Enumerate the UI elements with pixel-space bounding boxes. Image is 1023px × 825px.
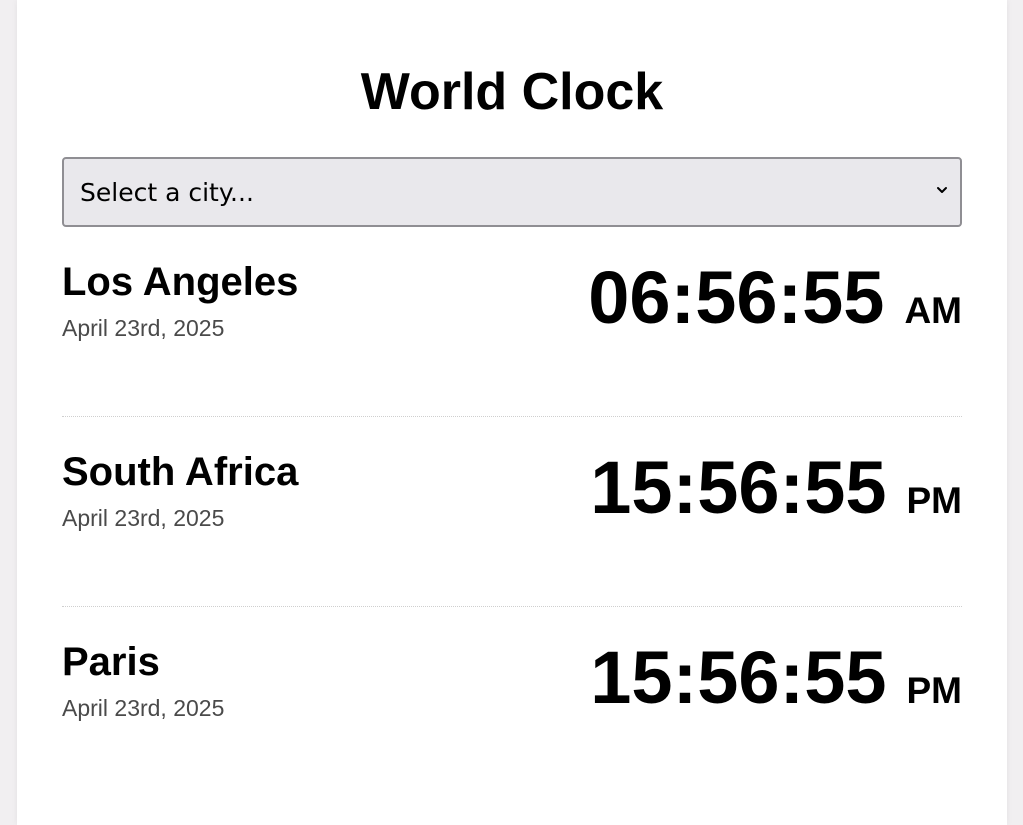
city-time-period: AM [904, 290, 962, 331]
city-time-group: 15:56:55 PM [590, 451, 962, 525]
world-clock-card: World Clock Select a city... Los Angeles… [17, 0, 1007, 825]
city-date: April 23rd, 2025 [62, 505, 225, 531]
city-time-group: 15:56:55 PM [590, 641, 962, 715]
chevron-down-icon [937, 187, 947, 193]
page-title: World Clock [360, 63, 664, 121]
city-date: April 23rd, 2025 [62, 315, 225, 341]
city-row-paris: Paris April 23rd, 2025 15:56:55 PM [62, 607, 962, 797]
row-divider [62, 416, 962, 417]
city-date: April 23rd, 2025 [62, 695, 225, 721]
city-time-group: 06:56:55 AM [588, 261, 962, 335]
row-divider [62, 606, 962, 607]
city-select-value: Select a city... [80, 178, 254, 207]
city-row-south-africa: South Africa April 23rd, 2025 15:56:55 P… [62, 417, 962, 607]
city-time-period: PM [906, 480, 963, 521]
city-time: 15:56:55 [590, 446, 887, 529]
city-name: Los Angeles [62, 260, 299, 304]
city-time-period: PM [906, 670, 963, 711]
city-time: 15:56:55 [590, 636, 887, 719]
city-name: Paris [62, 640, 160, 684]
city-time: 06:56:55 [588, 256, 885, 339]
city-name: South Africa [62, 450, 299, 494]
city-row-los-angeles: Los Angeles April 23rd, 2025 06:56:55 AM [62, 227, 962, 417]
city-select[interactable]: Select a city... [62, 157, 962, 227]
